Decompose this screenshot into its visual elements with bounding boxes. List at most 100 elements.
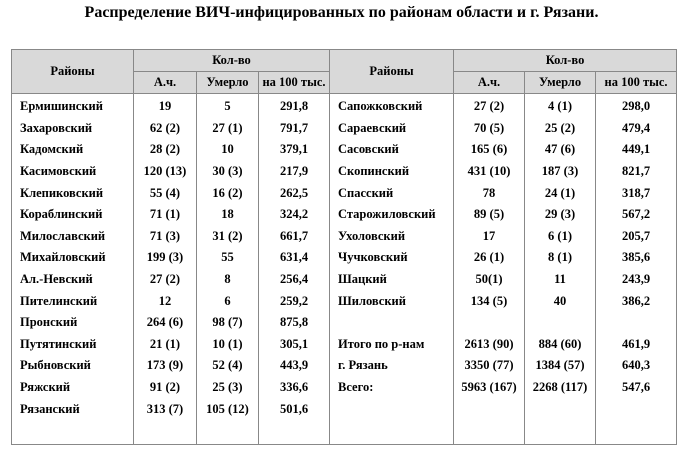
empty-cell [524,419,597,445]
table-row: Ряжский 91 (2) 25 (3) 336,6 Всего: 5963 (167)… [11,376,678,399]
header-died-left: Умерло [196,71,259,94]
right-name-cell: Шацкий [329,268,455,291]
header-districts-right: Районы [329,49,455,94]
right-name-cell: Старожиловский [329,203,455,226]
right-died-cell: 11 [524,268,597,291]
left-ach-cell: 71 (1) [133,203,197,226]
table-row: Ал.-Невский 27 (2) 8 256,4 Шацкий 50(1) 11 243,… [11,268,678,291]
right-ach-cell: 50(1) [453,268,526,291]
left-died-cell: 10 (1) [196,333,259,356]
left-died-cell: 55 [196,247,259,269]
right-name-cell: Спасский [329,182,455,204]
right-per100k-cell: 821,7 [595,160,678,183]
right-name-cell: Чучковский [329,247,455,269]
right-ach-cell: 2613 (90) [453,333,526,356]
left-died-cell: 30 (3) [196,160,259,183]
right-died-cell: 8 (1) [524,247,597,269]
left-died-cell: 31 (2) [196,225,259,248]
left-per100k-cell: 379,1 [257,139,331,161]
header-per100k-right: на 100 тыс. [595,71,678,94]
left-died-cell: 25 (3) [196,376,259,399]
table-row: Пителинский 12 6 259,2 Шиловский 134 (5) 40 386… [11,290,678,312]
table-row: Захаровский 62 (2) 27 (1) 791,7 Сараевский 70… [11,117,678,140]
empty-cell [257,419,331,445]
right-died-cell: 24 (1) [524,182,597,204]
left-ach-cell: 28 (2) [133,139,197,161]
left-ach-cell: 199 (3) [133,247,197,269]
left-ach-cell: 19 [133,93,197,118]
left-per100k-cell: 259,2 [257,290,331,312]
empty-cell [133,419,197,445]
empty-cell [595,419,678,445]
left-per100k-cell: 217,9 [257,160,331,183]
empty-cell [329,419,455,445]
left-name-cell: Кораблинский [11,203,134,226]
right-per100k-cell: 205,7 [595,225,678,248]
left-ach-cell: 313 (7) [133,398,197,420]
left-name-cell: Ряжский [11,376,134,399]
table-row: Путятинский 21 (1) 10 (1) 305,1 Итого по р-н… [11,333,678,356]
table-bottom-spacer [11,419,678,445]
left-name-cell: Захаровский [11,117,134,140]
table-row: Рыбновский 173 (9) 52 (4) 443,9 г. Рязань 335… [11,355,678,377]
right-per100k-cell: 386,2 [595,290,678,312]
right-name-cell: Сараевский [329,117,455,140]
left-died-cell: 27 (1) [196,117,259,140]
header-died-right: Умерло [524,71,597,94]
left-per100k-cell: 661,7 [257,225,331,248]
left-per100k-cell: 631,4 [257,247,331,269]
empty-cell [11,419,134,445]
right-per100k-cell: 449,1 [595,139,678,161]
right-ach-cell: 17 [453,225,526,248]
left-died-cell: 8 [196,268,259,291]
left-name-cell: Касимовский [11,160,134,183]
right-ach-cell: 26 (1) [453,247,526,269]
left-per100k-cell: 324,2 [257,203,331,226]
right-ach-cell: 70 (5) [453,117,526,140]
left-name-cell: Кадомский [11,139,134,161]
left-died-cell: 10 [196,139,259,161]
right-died-cell: 187 (3) [524,160,597,183]
right-per100k-cell [595,398,678,420]
right-died-cell: 1384 (57) [524,355,597,377]
right-died-cell: 25 (2) [524,117,597,140]
right-per100k-cell: 298,0 [595,93,678,118]
left-name-cell: Пронский [11,311,134,334]
right-ach-cell: 165 (6) [453,139,526,161]
table-row: Ермишинский 19 5 291,8 Сапожковский 27 (2) 4 (… [11,93,678,118]
right-ach-cell: 3350 (77) [453,355,526,377]
left-died-cell: 5 [196,93,259,118]
right-died-cell: 6 (1) [524,225,597,248]
left-died-cell: 52 (4) [196,355,259,377]
header-count-right: Кол-во [453,49,678,72]
left-name-cell: Рыбновский [11,355,134,377]
left-name-cell: Ермишинский [11,93,134,118]
right-per100k-cell [595,311,678,334]
right-died-cell: 29 (3) [524,203,597,226]
right-died-cell [524,311,597,334]
left-name-cell: Ал.-Невский [11,268,134,291]
right-name-cell: Сасовский [329,139,455,161]
left-died-cell: 105 (12) [196,398,259,420]
right-per100k-cell: 640,3 [595,355,678,377]
right-name-cell [329,398,455,420]
table-row: Пронский 264 (6) 98 (7) 875,8 [11,311,678,334]
right-died-cell: 47 (6) [524,139,597,161]
right-ach-cell: 5963 (167) [453,376,526,399]
right-per100k-cell: 479,4 [595,117,678,140]
table-row: Михайловский 199 (3) 55 631,4 Чучковский 26 (… [11,247,678,269]
right-per100k-cell: 243,9 [595,268,678,291]
left-ach-cell: 62 (2) [133,117,197,140]
right-per100k-cell: 461,9 [595,333,678,356]
empty-cell [453,419,526,445]
right-name-cell: Скопинский [329,160,455,183]
left-name-cell: Пителинский [11,290,134,312]
left-ach-cell: 71 (3) [133,225,197,248]
left-per100k-cell: 501,6 [257,398,331,420]
right-per100k-cell: 567,2 [595,203,678,226]
right-ach-cell: 134 (5) [453,290,526,312]
page-title: Распределение ВИЧ-инфицированных по райо… [84,4,599,21]
left-name-cell: Михайловский [11,247,134,269]
table-row: Касимовский 120 (13) 30 (3) 217,9 Скопинский… [11,160,678,183]
left-died-cell: 98 (7) [196,311,259,334]
